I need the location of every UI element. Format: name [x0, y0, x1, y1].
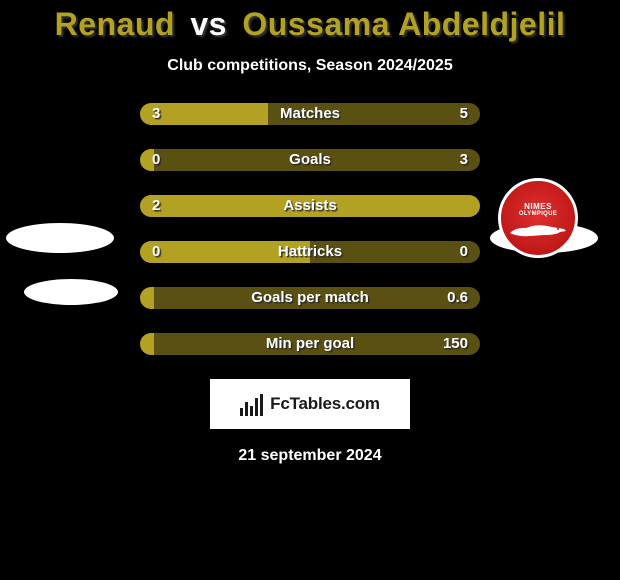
badge-text-bottom: OLYMPIQUE	[519, 211, 557, 217]
crocodile-icon	[508, 221, 568, 239]
bar-left-fill	[140, 195, 480, 217]
bar-right-fill	[268, 103, 481, 125]
bar-left-fill	[140, 287, 154, 309]
bar-track	[140, 287, 480, 309]
club-badge-nimes: NIMES OLYMPIQUE	[498, 178, 578, 258]
logo-text: FcTables.com	[270, 394, 380, 414]
bar-right-fill	[154, 149, 480, 171]
fctables-logo: FcTables.com	[210, 379, 410, 429]
vs-text: vs	[190, 6, 227, 42]
stat-row: Goals03	[140, 149, 480, 171]
content-area: NIMES OLYMPIQUE Matches35 Goals03 Assists2…	[0, 103, 620, 355]
stats-bars: Matches35 Goals03 Assists2 Hattricks00 Goals…	[140, 103, 480, 355]
bar-track	[140, 103, 480, 125]
bar-track	[140, 149, 480, 171]
stat-row: Matches35	[140, 103, 480, 125]
bars-icon	[240, 392, 264, 416]
left-ellipse-1	[6, 223, 114, 253]
comparison-title: Renaud vs Oussama Abdeldjelil	[0, 0, 620, 43]
stat-row: Min per goal150	[140, 333, 480, 355]
snapshot-date: 21 september 2024	[0, 447, 620, 465]
bar-track	[140, 241, 480, 263]
stat-row: Assists2	[140, 195, 480, 217]
player2-name: Oussama Abdeldjelil	[242, 6, 565, 42]
bar-left-fill	[140, 241, 310, 263]
bar-left-fill	[140, 149, 154, 171]
bar-track	[140, 195, 480, 217]
bar-track	[140, 333, 480, 355]
bar-right-fill	[154, 333, 480, 355]
badge-text-top: NIMES	[524, 202, 552, 211]
bar-left-fill	[140, 333, 154, 355]
stat-row: Goals per match0.6	[140, 287, 480, 309]
player1-name: Renaud	[55, 6, 175, 42]
bar-right-fill	[154, 287, 480, 309]
left-ellipse-2	[24, 279, 118, 305]
subtitle: Club competitions, Season 2024/2025	[0, 57, 620, 75]
bar-left-fill	[140, 103, 268, 125]
stat-row: Hattricks00	[140, 241, 480, 263]
bar-right-fill	[310, 241, 480, 263]
